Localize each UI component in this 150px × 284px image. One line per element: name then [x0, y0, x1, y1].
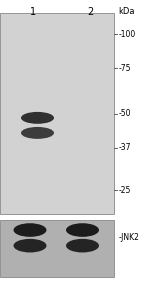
Ellipse shape	[66, 239, 99, 252]
Text: 1: 1	[30, 7, 36, 17]
Bar	[0, 220, 114, 277]
Text: 2: 2	[87, 7, 93, 17]
Text: kDa: kDa	[118, 7, 135, 16]
Bar	[0, 13, 114, 214]
Text: -75: -75	[118, 64, 131, 73]
Text: -100: -100	[118, 30, 136, 39]
Ellipse shape	[21, 112, 54, 124]
Text: -37: -37	[118, 143, 131, 152]
Ellipse shape	[14, 223, 46, 237]
Text: -JNK2: -JNK2	[118, 233, 139, 242]
Text: -25: -25	[118, 186, 131, 195]
Text: -50: -50	[118, 109, 131, 118]
Ellipse shape	[21, 127, 54, 139]
Ellipse shape	[14, 239, 46, 252]
Ellipse shape	[66, 223, 99, 237]
